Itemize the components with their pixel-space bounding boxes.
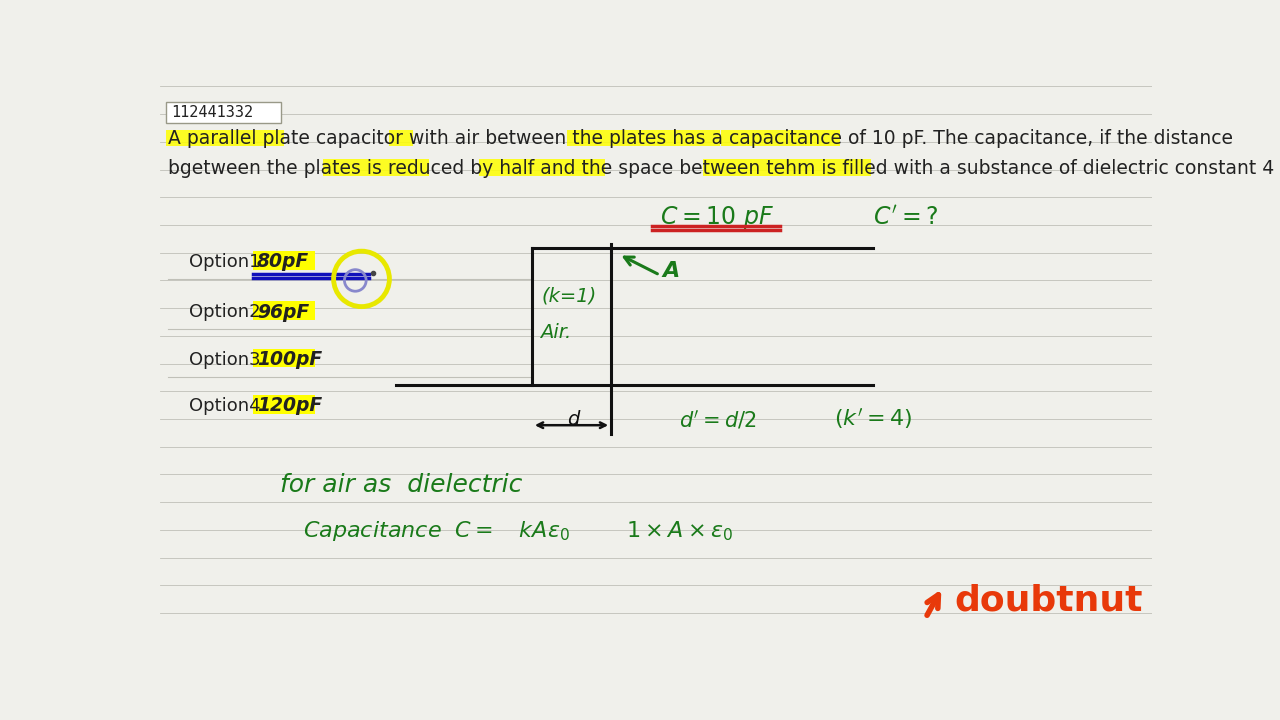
Bar — [166, 102, 280, 123]
Text: $d'=d/2$: $d'=d/2$ — [680, 408, 756, 431]
Text: 96pF: 96pF — [257, 302, 308, 322]
Text: $C = 10\ pF$: $C = 10\ pF$ — [660, 204, 774, 231]
Bar — [703, 159, 872, 176]
Bar — [323, 159, 429, 176]
Bar — [389, 130, 413, 146]
Text: 100pF: 100pF — [257, 350, 323, 369]
Text: Option1: Option1 — [189, 253, 261, 271]
Text: for air as  dielectric: for air as dielectric — [280, 473, 522, 498]
Text: doubtnut: doubtnut — [955, 584, 1143, 618]
Bar — [567, 130, 719, 146]
Text: d: d — [567, 410, 580, 428]
Text: A parallel plate capacitor with air between the plates has a capacitance of 10 p: A parallel plate capacitor with air betw… — [168, 130, 1233, 148]
Bar — [253, 251, 315, 270]
Text: 80pF: 80pF — [257, 253, 308, 271]
Text: Option3: Option3 — [189, 351, 261, 369]
Bar — [253, 395, 315, 414]
Text: $(k'=4)$: $(k'=4)$ — [835, 407, 913, 431]
Text: (k=1): (k=1) — [541, 287, 596, 305]
Bar — [253, 301, 315, 320]
Text: Air.: Air. — [540, 323, 571, 342]
Text: bgetween the plates is reduced by half and the space between tehm is filled with: bgetween the plates is reduced by half a… — [168, 158, 1280, 178]
Text: Capacitance  $C =$   $kA\varepsilon_0$        $1\times A\times\varepsilon_0$: Capacitance $C =$ $kA\varepsilon_0$ $1\t… — [303, 519, 733, 544]
Bar — [166, 130, 284, 146]
Bar — [721, 130, 841, 146]
Text: $C'=?$: $C'=?$ — [873, 205, 938, 229]
Bar — [253, 349, 315, 367]
Text: 120pF: 120pF — [257, 397, 323, 415]
Text: Option2: Option2 — [189, 303, 261, 321]
Text: A: A — [662, 261, 680, 282]
Bar — [479, 159, 605, 176]
Text: 112441332: 112441332 — [170, 105, 253, 120]
Text: Option4: Option4 — [189, 397, 261, 415]
